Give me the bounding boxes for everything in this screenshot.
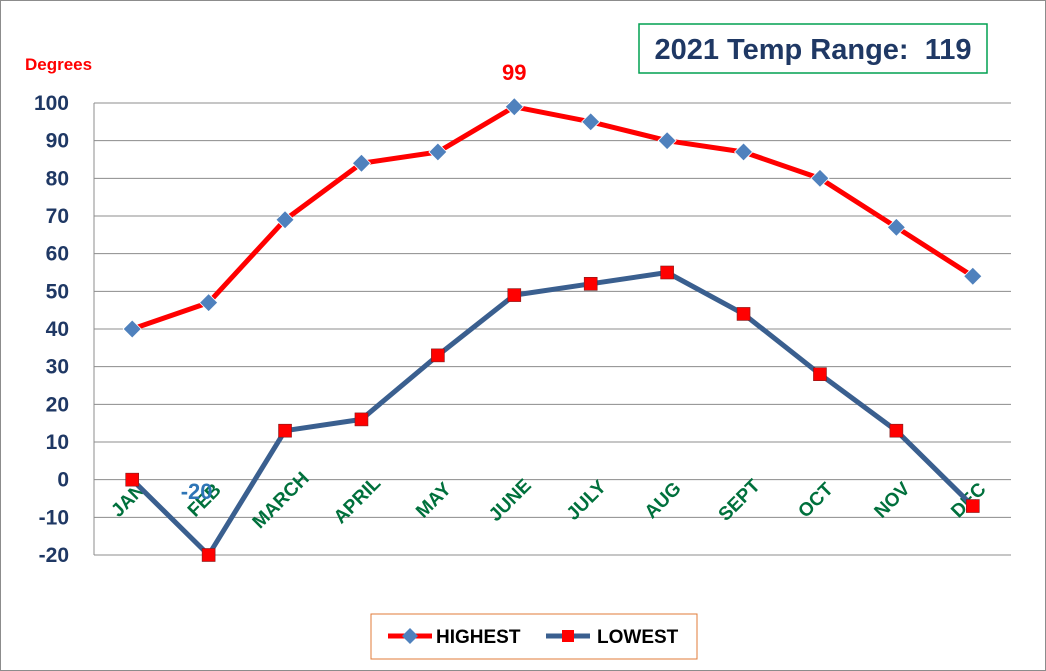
data-point-lowest — [431, 348, 445, 363]
x-tick-label: OCT — [794, 479, 837, 522]
legend: HIGHEST LOWEST — [370, 613, 698, 660]
gridlines — [94, 102, 1011, 556]
series-line-lowest — [130, 270, 975, 558]
data-point-highest — [199, 293, 219, 313]
y-tick-label: 70 — [46, 205, 69, 228]
data-point-highest — [581, 112, 601, 132]
data-point-highest — [886, 217, 906, 237]
data-point-lowest — [583, 276, 598, 291]
x-tick-label: MAY — [412, 479, 456, 523]
x-tick-label: JUNE — [485, 475, 536, 526]
data-point-lowest — [278, 423, 292, 438]
y-tick-label: 80 — [46, 167, 69, 190]
data-point-lowest — [201, 548, 216, 562]
y-tick-label: 50 — [46, 280, 69, 303]
data-label-annotation: 99 — [502, 60, 526, 85]
x-tick-label: SEPT — [715, 475, 765, 525]
y-tick-label: 10 — [46, 431, 69, 454]
data-point-lowest — [660, 265, 674, 280]
y-tick-label: 30 — [46, 356, 69, 379]
data-point-lowest — [965, 499, 980, 513]
y-tick-label: 40 — [46, 318, 69, 341]
y-tick-label: 0 — [57, 469, 69, 492]
y-tick-label: -20 — [39, 544, 69, 567]
x-tick-label: NOV — [870, 478, 914, 522]
y-tick-label: -10 — [39, 506, 69, 529]
y-tick-label: 20 — [46, 393, 69, 416]
annotations: 99 -20 — [181, 60, 527, 504]
data-point-highest — [504, 97, 524, 117]
y-axis-label: Degrees — [25, 55, 92, 74]
legend-marker-lowest — [562, 630, 574, 642]
data-point-highest — [275, 210, 295, 230]
series-lines — [130, 104, 975, 558]
data-point-lowest — [125, 472, 140, 487]
legend-marker-highest — [402, 628, 418, 644]
data-point-highest — [810, 168, 830, 188]
data-point-highest — [657, 131, 677, 151]
series-line-highest — [131, 104, 975, 332]
chart-title: 2021 Temp Range: 119 — [654, 34, 971, 66]
data-point-lowest — [813, 367, 827, 382]
data-point-highest — [733, 142, 754, 162]
legend-label-highest: HIGHEST — [436, 627, 521, 648]
x-tick-label: APRIL — [330, 473, 385, 528]
y-tick-label: 60 — [46, 243, 69, 266]
legend-label-lowest: LOWEST — [597, 627, 679, 648]
y-tick-label: 100 — [34, 92, 69, 115]
data-point-highest — [428, 142, 448, 162]
data-point-lowest — [354, 412, 369, 427]
data-point-highest — [122, 319, 142, 339]
data-point-lowest — [889, 423, 904, 438]
data-point-lowest — [507, 288, 522, 302]
data-point-lowest — [736, 307, 751, 321]
title-box: 2021 Temp Range: 119 — [638, 23, 988, 74]
data-label-annotation: -20 — [181, 479, 213, 504]
y-tick-label: 90 — [46, 130, 69, 153]
data-point-highest — [351, 153, 372, 173]
data-point-highest — [963, 266, 983, 286]
series-markers — [122, 97, 983, 562]
x-tick-label: AUG — [641, 478, 686, 523]
